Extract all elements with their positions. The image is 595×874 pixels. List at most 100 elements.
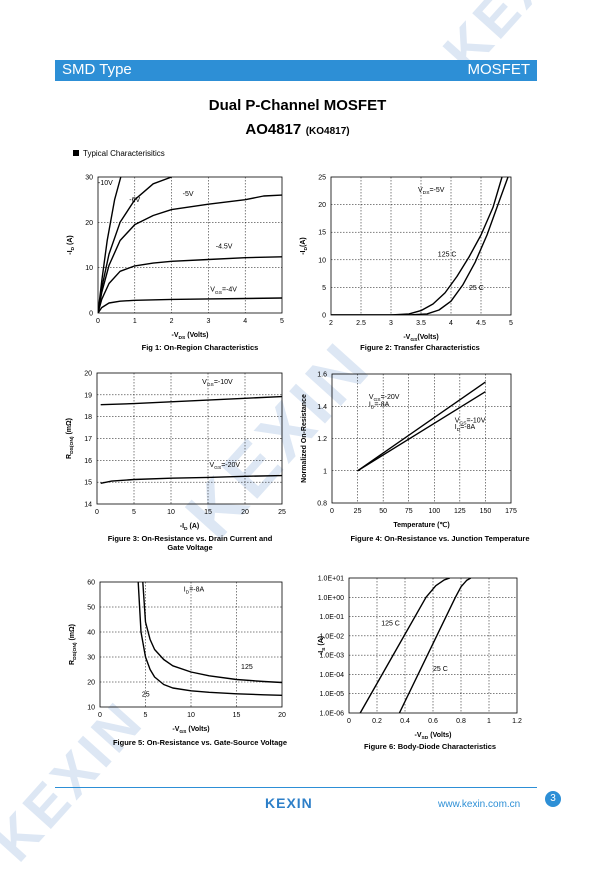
square-bullet-icon (73, 150, 79, 156)
y-tick-label: 15 (84, 480, 92, 487)
x-tick-label: 20 (278, 712, 286, 719)
section-heading: Typical Characterisitics (73, 149, 165, 158)
x-tick-label: 5 (144, 712, 148, 719)
series-line-vgs-10v-id-8a (357, 391, 486, 472)
y-axis-title: RDS(ON) (mΩ) (69, 624, 78, 665)
x-tick-label: 5 (509, 320, 513, 327)
y-tick-label: 1.4 (317, 404, 327, 411)
y-tick-label: 5 (322, 285, 326, 292)
chart-fig2-transfer: 2 2.5 3 3.5 4 4.5 5 0 5 10 15 20 25 VDS=-5V 125 C 25 C -… (300, 175, 513, 344)
annotation-label: VGS=-20V (209, 462, 240, 471)
caption-fig4: Figure 4: On-Resistance vs. Junction Tem… (350, 534, 530, 543)
x-tick-label: 25 (354, 508, 362, 515)
doc-title: Dual P-Channel MOSFET (208, 97, 387, 114)
series-line-vgs-10v (100, 395, 282, 406)
series-line--6v (98, 177, 172, 313)
annotation-label: -5V (183, 191, 194, 198)
caption-fig3: Figure 3: On-Resistance vs. Drain Curren… (107, 534, 273, 552)
annotation-label: VDS=-5V (418, 187, 445, 196)
y-tick-label: 0 (322, 313, 326, 320)
y-axis-title: Normalized On-Resistance (301, 394, 308, 483)
chart-fig4-rdson-vs-temp: 0 25 50 75 100 125 150 175 0.8 1 1.2 1.4 1.6 VGS=-20V… (301, 372, 517, 530)
x-axis-title: -VSD (Volts) (415, 732, 452, 741)
x-tick-label: 0.6 (428, 718, 438, 725)
y-tick-label: 16 (84, 458, 92, 465)
plot-frame (97, 176, 283, 314)
y-tick-label: 1.0E-01 (319, 614, 344, 621)
y-tick-label: 20 (87, 680, 95, 687)
x-tick-label: 100 (428, 508, 440, 515)
chart-fig1-on-region: 0 1 2 3 4 5 0 10 20 30 -10V -6V -5V -4.5V VGS=-4V -VDS … (67, 175, 284, 342)
y-tick-label: 1.0E+01 (318, 576, 344, 583)
x-tick-label: 75 (405, 508, 413, 515)
x-tick-label: 25 (278, 509, 286, 516)
x-tick-label: 0.8 (456, 718, 466, 725)
x-tick-label: 5 (132, 509, 136, 516)
y-tick-label: 20 (318, 202, 326, 209)
y-tick-label: 1.6 (317, 372, 327, 379)
header-smd-type: SMD Type (62, 61, 132, 78)
page-number-badge: 3 (545, 791, 561, 807)
x-tick-label: 10 (187, 712, 195, 719)
x-tick-label: 5 (280, 318, 284, 325)
series-line-125-c (359, 578, 451, 713)
annotation-label: 125 (241, 664, 253, 671)
annotation-label: 25 (142, 692, 150, 699)
plot-frame (331, 373, 512, 504)
x-tick-label: 15 (233, 712, 241, 719)
y-tick-label: 18 (84, 414, 92, 421)
x-tick-label: 0.2 (372, 718, 382, 725)
y-tick-label: 1.2 (317, 436, 327, 443)
x-axis-title: -VGS (Volts) (172, 726, 209, 735)
x-tick-label: 3 (389, 320, 393, 327)
y-tick-label: 20 (85, 220, 93, 227)
part-number-line: AO4817 (KO4817) (0, 121, 595, 139)
annotation-label: VGS=-4V (210, 287, 237, 296)
annotation-label: ID=-8A (369, 401, 390, 410)
x-tick-label: 0 (95, 509, 99, 516)
y-tick-label: 1 (323, 468, 327, 475)
series-line--4-5v (98, 256, 282, 313)
annotation-label: ID=-8A (184, 587, 205, 596)
x-tick-label: 125 (454, 508, 466, 515)
annotation-label: VGS=-20V (369, 394, 400, 403)
caption-fig6: Figure 6: Body-Diode Characteristics (363, 742, 497, 751)
x-tick-label: 1 (487, 718, 491, 725)
x-tick-label: 150 (480, 508, 492, 515)
footer-url[interactable]: www.kexin.com.cn (438, 799, 521, 810)
x-tick-label: 175 (505, 508, 517, 515)
x-axis-title: -ID (A) (180, 523, 200, 532)
x-tick-label: 2 (329, 320, 333, 327)
x-tick-label: 50 (379, 508, 387, 515)
x-tick-label: 3.5 (416, 320, 426, 327)
series-line-25-c (137, 582, 282, 696)
annotation-label: VGS=-10V (202, 379, 233, 388)
annotation-label: ID=-8A (455, 424, 476, 433)
y-tick-label: 15 (318, 230, 326, 237)
annotation-label: 125 C (381, 620, 400, 627)
part-number: AO4817 (245, 121, 302, 138)
series-line-vgs-20v (100, 474, 282, 484)
x-tick-label: 1 (133, 318, 137, 325)
x-axis-title: -VDS (Volts) (172, 332, 209, 341)
y-tick-label: 14 (84, 502, 92, 509)
chart-fig5-rdson-vs-vgs: 0 5 10 15 20 10 20 30 40 50 60 ID=-8A 125 25 -VGS (Vol… (69, 580, 286, 736)
y-tick-label: 1.0E-04 (319, 672, 344, 679)
annotation-label: 25 C (433, 666, 448, 673)
y-tick-label: 19 (84, 392, 92, 399)
caption-fig2: Figure 2: Transfer Characteristics (360, 343, 480, 352)
x-tick-label: 4 (449, 320, 453, 327)
y-axis-title: -IS (A) (318, 636, 327, 655)
annotation-label: -4.5V (216, 244, 233, 251)
y-tick-label: 30 (87, 655, 95, 662)
x-tick-label: 10 (167, 509, 175, 516)
plot-frame (96, 372, 283, 505)
annotation-label: VGS=-10V (455, 417, 486, 426)
footer-divider (55, 787, 537, 788)
series-line--5v (98, 194, 282, 313)
x-tick-label: 4 (243, 318, 247, 325)
chart-fig6-body-diode: 0 0.2 0.4 0.6 0.8 1 1.2 1.0E-06 1.0E-05 1.0E-04 1.… (318, 576, 522, 742)
x-tick-label: 4.5 (476, 320, 486, 327)
y-tick-label: 17 (84, 436, 92, 443)
x-tick-label: 1.2 (512, 718, 522, 725)
